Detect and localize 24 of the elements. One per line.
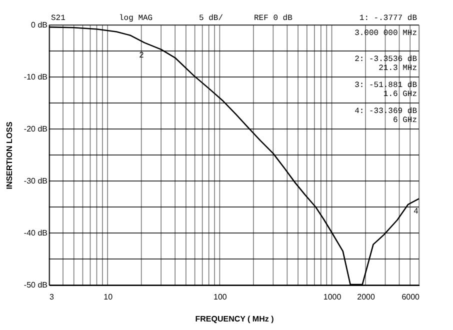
x-tick-label: 1000 [323, 292, 342, 302]
annotation: 3: -51.881 dB 1.6 GHz [354, 81, 418, 99]
annotation: 1: -.3777 dB 3.000 000 MHz [354, 14, 418, 38]
text: REF 0 dB [254, 14, 293, 23]
x-tick-label: 3 [50, 292, 54, 302]
text: S21 [51, 14, 66, 23]
x-tick-label: 100 [214, 292, 228, 302]
y-tick-label: -30 dB [24, 176, 48, 186]
y-axis-title: INSERTION LOSS [4, 121, 14, 190]
x-tick-label: 10 [104, 292, 114, 302]
y-tick-label: -40 dB [24, 228, 48, 238]
x-tick-label: 2000 [357, 292, 376, 302]
annotation: 2: -3.3536 dB 21.3 MHz [354, 55, 418, 73]
y-tick-label: -50 dB [24, 280, 48, 290]
y-tick-label: -10 dB [24, 72, 48, 82]
text: 5 dB/ [199, 14, 224, 23]
y-tick-label: 0 dB [31, 20, 48, 30]
text: log MAG [119, 14, 153, 23]
x-axis-title: FREQUENCY ( MHz ) [195, 314, 274, 324]
annotation: 4: -33.369 dB 6 GHz [354, 107, 418, 125]
annotation: 4 [414, 206, 419, 216]
y-tick-label: -20 dB [24, 124, 48, 134]
x-tick-label: 6000 [402, 292, 420, 302]
annotation: 2 [139, 50, 144, 60]
